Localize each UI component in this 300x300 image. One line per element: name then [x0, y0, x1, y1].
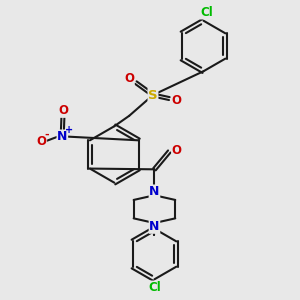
Text: N: N [149, 220, 160, 233]
Text: Cl: Cl [200, 6, 213, 19]
Text: N: N [57, 130, 68, 143]
Text: O: O [58, 104, 68, 117]
Text: Cl: Cl [148, 281, 161, 294]
Text: O: O [37, 135, 46, 148]
Text: O: O [124, 73, 134, 85]
Text: N: N [149, 185, 160, 198]
Text: +: + [65, 125, 73, 135]
Text: -: - [45, 130, 49, 140]
Text: S: S [148, 88, 158, 101]
Text: O: O [172, 143, 182, 157]
Text: O: O [172, 94, 182, 106]
